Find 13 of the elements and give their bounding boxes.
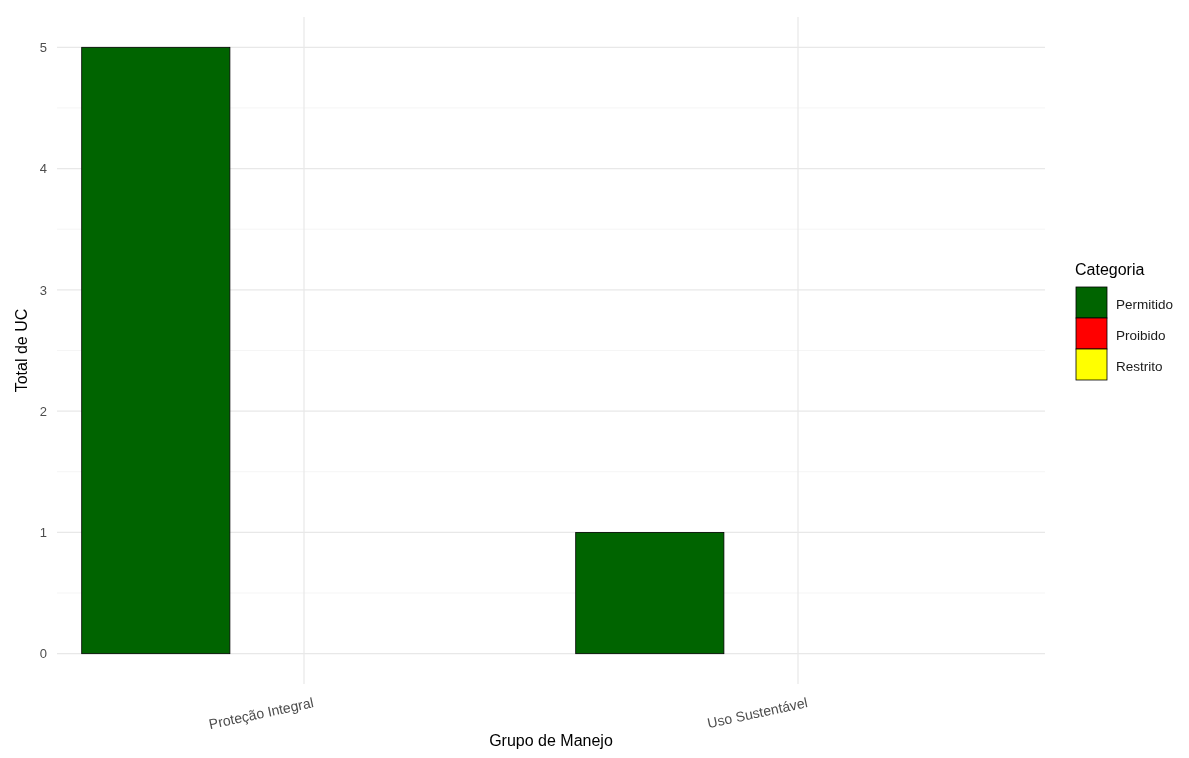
legend-label: Restrito <box>1116 359 1163 374</box>
y-tick-label: 0 <box>39 646 47 662</box>
y-tick-label: 5 <box>39 39 47 55</box>
legend-title: Categoria <box>1075 261 1145 278</box>
y-axis-title: Total de UC <box>13 308 30 393</box>
legend-label: Proibido <box>1116 328 1166 343</box>
y-tick-label: 3 <box>39 282 47 298</box>
legend-label: Permitido <box>1116 297 1174 312</box>
y-tick-label: 1 <box>39 525 47 541</box>
y-tick-label: 2 <box>39 403 47 419</box>
x-tick-label: Proteção Integral <box>207 694 315 733</box>
y-tick-label: 4 <box>39 161 47 177</box>
x-axis-title: Grupo de Manejo <box>489 732 613 749</box>
